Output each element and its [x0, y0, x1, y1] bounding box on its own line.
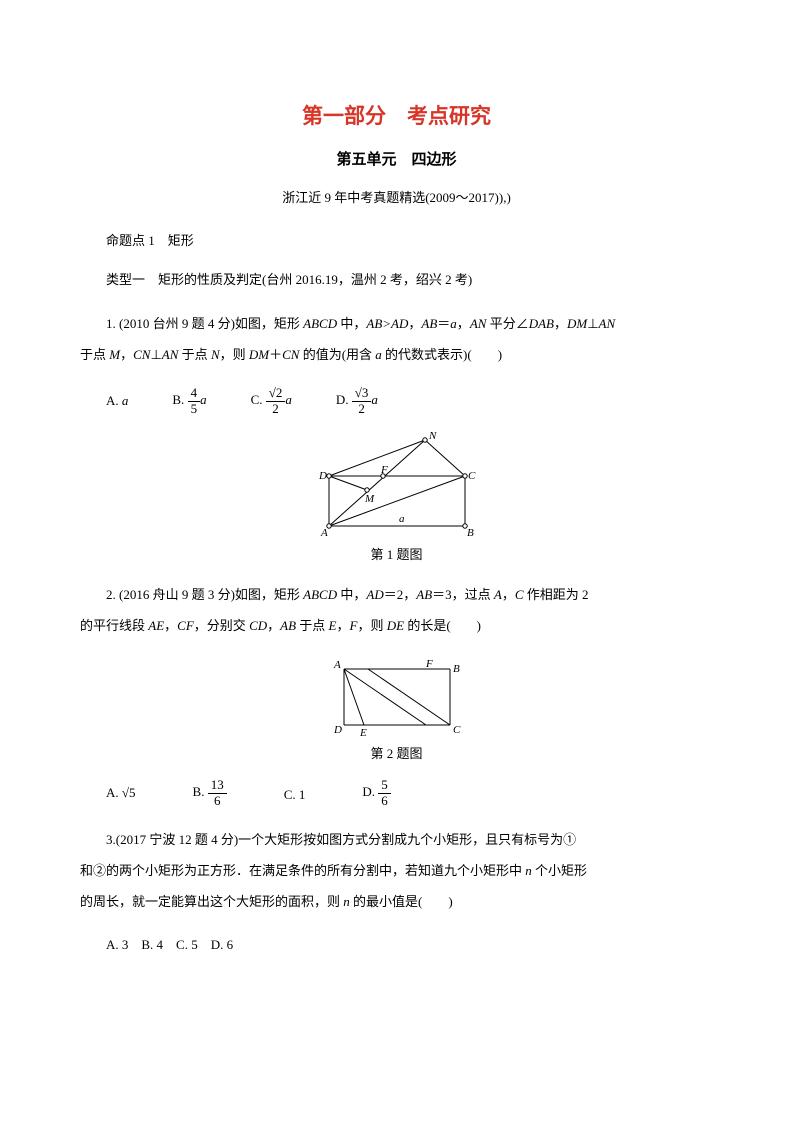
q2-figure: A B C D E F 第 2 题图: [80, 657, 713, 762]
topic-point-name: 矩形: [155, 233, 194, 248]
svg-text:F: F: [425, 658, 433, 670]
svg-text:N: N: [428, 432, 437, 442]
q3-stem: 3.(2017 宁波 12 题 4 分)一个大矩形按如图方式分割成九个小矩形，且…: [80, 824, 713, 918]
svg-text:D: D: [318, 470, 327, 482]
q1-opt-b: B. 45a: [146, 386, 206, 416]
svg-text:F: F: [380, 464, 388, 476]
q1-figure-label: 第 1 题图: [370, 544, 422, 563]
svg-text:E: E: [359, 727, 367, 739]
svg-text:M: M: [364, 493, 375, 505]
q2-stem: 2. (2016 舟山 9 题 3 分)如图，矩形 ABCD 中，AD＝2，AB…: [80, 579, 713, 641]
svg-text:a: a: [399, 513, 405, 525]
q1-opt-a: A. a: [80, 393, 128, 409]
svg-text:C: C: [468, 470, 476, 482]
q1-stem: 1. (2010 台州 9 题 4 分)如图，矩形 ABCD 中，AB>AD，A…: [80, 308, 713, 370]
sub-title: 第五单元 四边形: [80, 148, 713, 169]
topic-point-label: 命题点 1: [106, 233, 155, 248]
q3-options: A. 3 B. 4 C. 5 D. 6: [80, 934, 713, 953]
svg-text:D: D: [333, 724, 342, 736]
q2-opt-b: B. 136: [154, 778, 227, 808]
q1-figure-svg: A B C D N F Ma: [307, 432, 487, 540]
svg-text:B: B: [453, 663, 460, 675]
q2-opt-d: D. 56: [323, 778, 390, 808]
type-line: 类型一 矩形的性质及判定(台州 2016.19，温州 2 考，绍兴 2 考): [80, 269, 713, 288]
topic-point: 命题点 1 矩形: [80, 230, 713, 249]
svg-text:A: A: [333, 659, 341, 671]
main-title: 第一部分 考点研究: [80, 100, 713, 130]
q2-figure-label: 第 2 题图: [370, 743, 422, 762]
svg-text:C: C: [453, 724, 461, 736]
q1-figure: A B C D N F Ma 第 1 题图: [80, 432, 713, 563]
q1-opt-c: C. √22a: [225, 386, 292, 416]
q2-figure-svg: A B C D E F: [322, 657, 472, 739]
q2-opt-a: A. √5: [80, 785, 136, 801]
svg-text:A: A: [320, 527, 328, 539]
q1-options: A. a B. 45a C. √22a D. √32a: [80, 386, 713, 416]
q1-opt-d: D. √32a: [310, 386, 378, 416]
q2-opt-c: C. 1: [245, 784, 306, 803]
source-line: 浙江近 9 年中考真题精选(2009～2017)),): [80, 187, 713, 206]
svg-text:B: B: [467, 527, 474, 539]
q2-options: A. √5 B. 136 C. 1 D. 56: [80, 778, 713, 808]
